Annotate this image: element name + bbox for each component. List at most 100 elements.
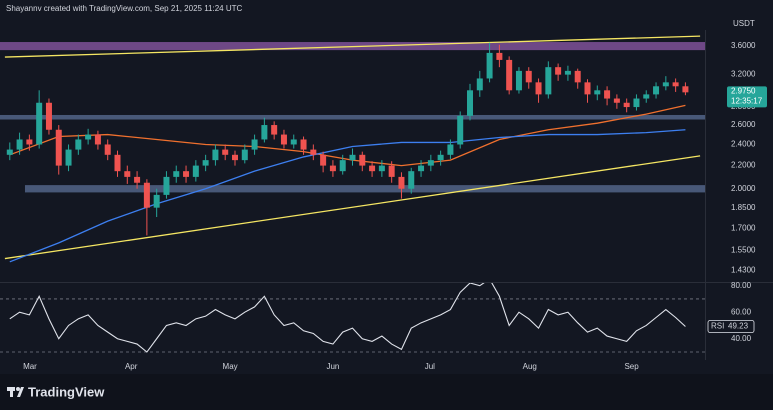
candle-body	[222, 149, 229, 155]
candle-body	[241, 149, 248, 161]
candle-body	[525, 70, 532, 83]
candle-body	[320, 154, 327, 166]
candle-body	[457, 115, 464, 145]
brand-logo	[7, 387, 24, 397]
candle-body	[682, 86, 689, 93]
candle-body	[280, 134, 287, 145]
candle-body	[75, 139, 82, 150]
logo-part	[17, 387, 24, 397]
candle-body	[300, 139, 307, 150]
candle-body	[153, 194, 160, 208]
candle-body	[427, 160, 434, 166]
y-tick-label: 1.5500	[731, 246, 756, 255]
candle-body	[496, 52, 503, 60]
candle-body	[212, 149, 219, 161]
candle-body	[437, 154, 444, 161]
rsi-plot	[0, 283, 705, 353]
candle-body	[672, 82, 679, 87]
candle-body	[447, 144, 454, 155]
rsi-badge	[707, 320, 755, 333]
candle-body	[251, 139, 258, 150]
x-tick-label: Jun	[326, 362, 339, 371]
candle-body	[114, 154, 121, 172]
candle-body	[173, 171, 180, 177]
candle-body	[55, 129, 62, 166]
x-tick-label: Mar	[23, 362, 37, 371]
candle-body	[85, 134, 92, 140]
y-tick-label: 2.4000	[731, 140, 756, 149]
candle-body	[104, 144, 111, 155]
brand: TradingView	[28, 384, 105, 399]
y-tick-label: 3.6000	[731, 41, 756, 50]
candle-body	[65, 149, 72, 166]
candle-body	[124, 171, 131, 177]
candle-body	[613, 98, 620, 103]
candle-body	[662, 82, 669, 87]
countdown: 12:35:17	[731, 96, 763, 105]
candle-body	[143, 182, 150, 208]
candle-body	[349, 154, 356, 161]
candle-body	[545, 67, 552, 95]
candle-body	[192, 165, 199, 177]
y-tick-label: 80.00	[731, 281, 752, 290]
last-price-badge	[727, 86, 767, 108]
candle-body	[506, 59, 513, 91]
candle-body	[584, 82, 591, 95]
candle-body	[564, 70, 571, 75]
candle-body	[94, 134, 101, 145]
trendline	[4, 155, 701, 260]
trendline	[4, 35, 701, 58]
candle-body	[467, 90, 473, 116]
candle-body	[535, 82, 542, 95]
currency: USDT	[733, 19, 755, 28]
candle-body	[476, 78, 483, 91]
rsi-line	[9, 283, 686, 353]
candle-body	[486, 52, 493, 79]
y-tick-label: 1.7000	[731, 223, 756, 232]
candle-body	[261, 125, 268, 140]
candle-body	[310, 149, 317, 155]
candle-body	[369, 165, 376, 172]
candle-body	[604, 90, 611, 99]
y-tick-label: 2.0000	[731, 184, 756, 193]
candle-body	[36, 102, 43, 145]
axes: 3.60003.20002.80002.60002.40002.20002.00…	[23, 41, 767, 371]
candle-body	[594, 90, 601, 95]
rsi-name: RSI	[711, 322, 724, 331]
x-tick-label: Sep	[624, 362, 639, 371]
candle-body	[388, 165, 395, 177]
y-tick-label: 1.8500	[731, 203, 756, 212]
x-tick-label: May	[223, 362, 238, 371]
x-tick-label: Aug	[523, 362, 537, 371]
candle-body	[633, 98, 640, 108]
candle-body	[6, 149, 13, 155]
zone	[0, 114, 705, 120]
candle-body	[398, 176, 405, 189]
candle-body	[202, 160, 209, 166]
candle-body	[643, 94, 650, 99]
candle-body	[134, 176, 141, 183]
x-tick-label: Apr	[125, 362, 138, 371]
last-price-label: 2.9750	[731, 86, 756, 95]
candle-body	[45, 102, 52, 130]
candle-body	[555, 67, 562, 75]
candle-body	[232, 154, 238, 161]
candle-body	[339, 160, 346, 172]
header: Shayannv created with TradingView.com, S…	[6, 4, 243, 13]
candle-body	[378, 165, 385, 172]
candle-body	[653, 86, 660, 95]
candle-body	[16, 139, 23, 150]
price-plot	[0, 35, 705, 263]
y-tick-label: 40.00	[731, 334, 752, 343]
rsi-value: 49.23	[728, 322, 749, 331]
candle-body	[290, 139, 297, 145]
candle-body	[271, 125, 278, 135]
logo-part	[16, 387, 20, 391]
candle-body	[183, 171, 190, 177]
y-tick-label: 2.6000	[731, 120, 756, 129]
candle-body	[574, 70, 581, 83]
candle-body	[408, 171, 415, 189]
footer-bg	[0, 374, 773, 410]
